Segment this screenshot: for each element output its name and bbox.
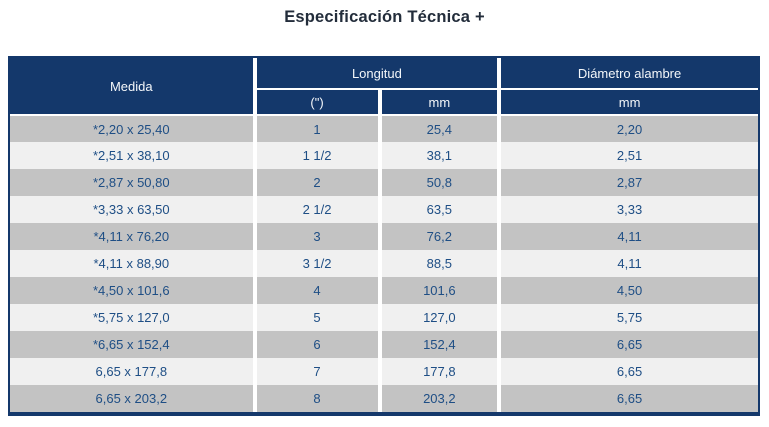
- column-header-diametro-alambre: Diámetro alambre: [497, 58, 758, 90]
- cell-medida: 6,65 x 177,8: [10, 358, 255, 385]
- cell-pulgadas: 6: [252, 331, 380, 358]
- cell-medida: *4,50 x 101,6: [10, 277, 255, 304]
- cell-diametro-mm: 2,51: [497, 142, 758, 169]
- table-row: *5,75 x 127,0 5 127,0 5,75: [10, 304, 758, 331]
- spec-table-container: Medida Longitud Diámetro alambre (") mm …: [8, 56, 760, 416]
- cell-pulgadas: 3 1/2: [252, 250, 380, 277]
- cell-medida: *4,11 x 76,20: [10, 223, 255, 250]
- cell-medida: *6,65 x 152,4: [10, 331, 255, 358]
- table-row: *4,11 x 76,20 3 76,2 4,11: [10, 223, 758, 250]
- cell-pulgadas: 3: [252, 223, 380, 250]
- table-row: *2,51 x 38,10 1 1/2 38,1 2,51: [10, 142, 758, 169]
- cell-mm: 203,2: [377, 385, 500, 412]
- cell-mm: 38,1: [377, 142, 500, 169]
- cell-mm: 88,5: [377, 250, 500, 277]
- cell-medida: *2,51 x 38,10: [10, 142, 255, 169]
- table-row: 6,65 x 177,8 7 177,8 6,65: [10, 358, 758, 385]
- spec-table: Medida Longitud Diámetro alambre (") mm …: [10, 58, 758, 412]
- column-header-longitud: Longitud: [252, 58, 500, 90]
- cell-pulgadas: 1: [252, 115, 380, 142]
- cell-medida: 6,65 x 203,2: [10, 385, 255, 412]
- cell-pulgadas: 2 1/2: [252, 196, 380, 223]
- table-row: *4,50 x 101,6 4 101,6 4,50: [10, 277, 758, 304]
- cell-diametro-mm: 2,20: [497, 115, 758, 142]
- cell-medida: *2,87 x 50,80: [10, 169, 255, 196]
- subheader-longitud-mm-unit: mm: [377, 89, 500, 116]
- cell-medida: *4,11 x 88,90: [10, 250, 255, 277]
- cell-diametro-mm: 6,65: [497, 385, 758, 412]
- cell-mm: 152,4: [377, 331, 500, 358]
- cell-mm: 76,2: [377, 223, 500, 250]
- cell-mm: 127,0: [377, 304, 500, 331]
- cell-medida: *5,75 x 127,0: [10, 304, 255, 331]
- subheader-longitud-inches-unit: ("): [252, 89, 380, 116]
- cell-medida: *3,33 x 63,50: [10, 196, 255, 223]
- cell-medida: *2,20 x 25,40: [10, 115, 255, 142]
- table-row: *3,33 x 63,50 2 1/2 63,5 3,33: [10, 196, 758, 223]
- cell-mm: 63,5: [377, 196, 500, 223]
- table-row: *2,87 x 50,80 2 50,8 2,87: [10, 169, 758, 196]
- cell-diametro-mm: 4,11: [497, 250, 758, 277]
- table-row: 6,65 x 203,2 8 203,2 6,65: [10, 385, 758, 412]
- cell-mm: 25,4: [377, 115, 500, 142]
- cell-mm: 50,8: [377, 169, 500, 196]
- cell-diametro-mm: 3,33: [497, 196, 758, 223]
- cell-diametro-mm: 4,11: [497, 223, 758, 250]
- table-row: *2,20 x 25,40 1 25,4 2,20: [10, 115, 758, 142]
- table-row: *4,11 x 88,90 3 1/2 88,5 4,11: [10, 250, 758, 277]
- spec-table-header: Medida Longitud Diámetro alambre (") mm …: [10, 58, 758, 116]
- cell-pulgadas: 5: [252, 304, 380, 331]
- cell-mm: 101,6: [377, 277, 500, 304]
- cell-diametro-mm: 4,50: [497, 277, 758, 304]
- cell-pulgadas: 7: [252, 358, 380, 385]
- cell-diametro-mm: 6,65: [497, 358, 758, 385]
- table-row: *6,65 x 152,4 6 152,4 6,65: [10, 331, 758, 358]
- spec-section-title[interactable]: Especificación Técnica +: [284, 8, 485, 26]
- subheader-diametro-mm-unit: mm: [497, 89, 758, 116]
- cell-diametro-mm: 2,87: [497, 169, 758, 196]
- cell-pulgadas: 1 1/2: [252, 142, 380, 169]
- cell-pulgadas: 8: [252, 385, 380, 412]
- cell-pulgadas: 4: [252, 277, 380, 304]
- cell-diametro-mm: 6,65: [497, 331, 758, 358]
- cell-diametro-mm: 5,75: [497, 304, 758, 331]
- cell-pulgadas: 2: [252, 169, 380, 196]
- column-header-medida: Medida: [10, 58, 255, 116]
- cell-mm: 177,8: [377, 358, 500, 385]
- spec-table-body: *2,20 x 25,40 1 25,4 2,20 *2,51 x 38,10 …: [10, 115, 758, 412]
